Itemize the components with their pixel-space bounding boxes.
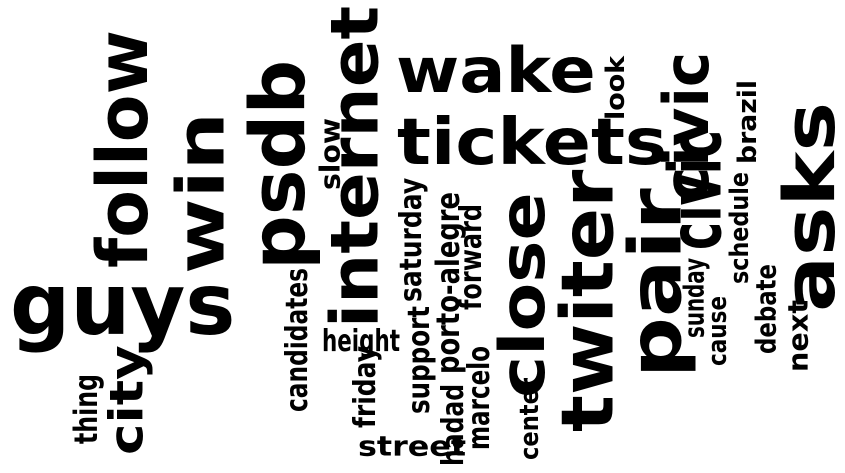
word-guys: guys: [10, 254, 236, 355]
word-thing: thing: [67, 373, 105, 444]
word-debate: debate: [749, 263, 783, 354]
word-street: street: [358, 429, 467, 463]
word-brazil: brazil: [731, 79, 763, 164]
word-psdb: psdb: [233, 59, 323, 270]
word-asks: asks: [768, 101, 845, 313]
word-friday: friday: [347, 345, 383, 428]
word-follow: follow: [81, 30, 164, 268]
word-tickets: tickets: [397, 104, 668, 180]
word-schedule: schedule: [723, 172, 755, 284]
word-city: city: [99, 345, 154, 455]
word-saturday: saturday: [393, 177, 429, 302]
word-cause: cause: [701, 295, 733, 366]
word-marcelo: marcelo: [461, 345, 497, 450]
word-forward: forward: [453, 203, 489, 310]
word-civic-lower: civic: [653, 129, 738, 250]
word-win: win: [162, 112, 240, 275]
word-height: height: [322, 323, 400, 359]
word-wake: wake: [396, 34, 596, 107]
word-center: center: [513, 377, 545, 460]
word-look: look: [599, 55, 631, 120]
word-slow: slow: [313, 118, 347, 190]
word-next: next: [781, 299, 815, 372]
word-candidates: candidates: [279, 267, 315, 412]
